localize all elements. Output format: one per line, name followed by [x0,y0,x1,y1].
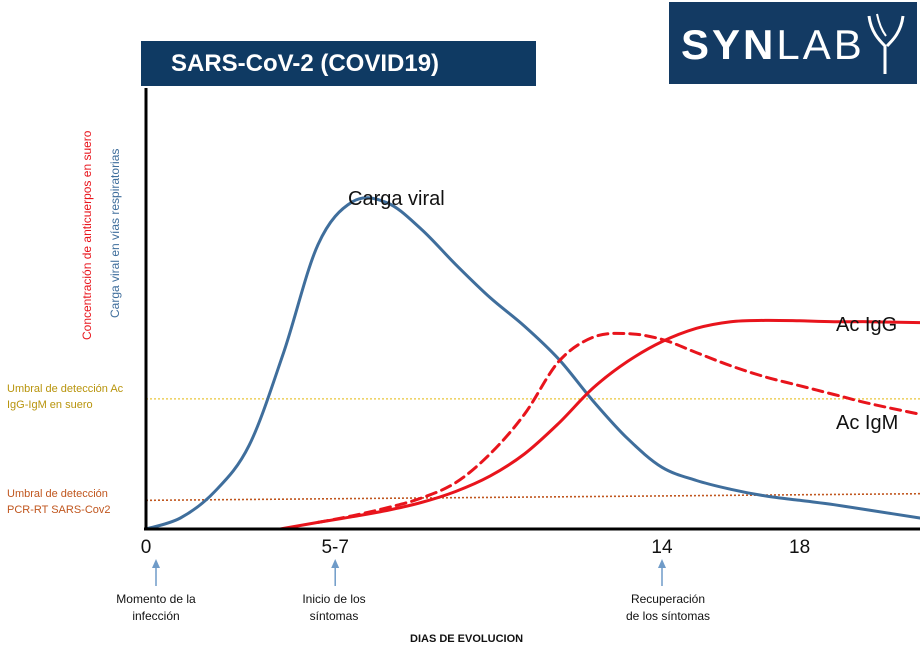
threshold-label-pcr-line2: PCR-RT SARS-Cov2 [7,504,111,516]
threshold-label-pcr: Umbral de detección PCR-RT SARS-Cov2 [7,486,147,518]
event-arrows [152,559,666,586]
x-tick-labels: 0 5-7 14 18 [141,537,810,558]
x-tick-label: 14 [651,537,673,558]
event-arrow-head [331,559,340,568]
series-lines [144,196,920,531]
event-infection-line2: infección [132,609,180,623]
label-ac-igg: Ac IgG [836,314,897,336]
logo-y-icon [867,13,905,74]
chart-title: SARS-CoV-2 (COVID19) [141,41,536,86]
event-recovery-line1: Recuperación [630,592,706,606]
logo-text-bold: SYN [681,21,777,68]
synlab-logo: SYNLAB [669,2,917,84]
event-symptom-onset-line2: síntomas [309,609,359,623]
threshold-lines [145,398,920,502]
threshold-label-igg-igm-line2: IgG-IgM en suero [7,399,93,411]
logo-wordmark: SYNLAB [681,22,865,68]
threshold-label-igg-igm: Umbral de detección Ac IgG-IgM en suero [7,381,147,413]
series-line-ac-igm [316,331,920,524]
threshold-line-1 [145,492,920,502]
event-arrow-head [152,559,160,568]
logo-text-light: LAB [776,21,865,68]
series-line-ac-igg [278,318,920,531]
label-carga-viral: Carga viral [348,188,445,210]
x-tick-label: 18 [789,537,810,558]
event-infection-line1: Momento de la [116,592,196,606]
event-symptom-onset-line1: Inicio de los [302,592,366,606]
label-ac-igm: Ac IgM [836,412,898,434]
event-arrow-head [658,559,666,568]
y-axis-label-viral-load: Carga viral en vías respiratorias [108,148,122,318]
x-tick-label: 5-7 [321,537,348,558]
y-axis-label-antibodies: Concentración de anticuerpos en suero [80,130,94,340]
x-axis-label: DIAS DE EVOLUCION [410,633,524,645]
threshold-label-igg-igm-line1: Umbral de detección Ac [7,383,124,395]
event-symptom-onset: Inicio de los síntomas [274,591,394,625]
event-recovery-line2: de los síntomas [625,609,711,623]
x-tick-label: 0 [141,537,152,558]
event-recovery: Recuperación de los síntomas [608,591,728,625]
event-infection: Momento de la infección [96,591,216,625]
series-line-carga-viral [144,196,920,531]
threshold-label-pcr-line1: Umbral de detección [7,488,108,500]
